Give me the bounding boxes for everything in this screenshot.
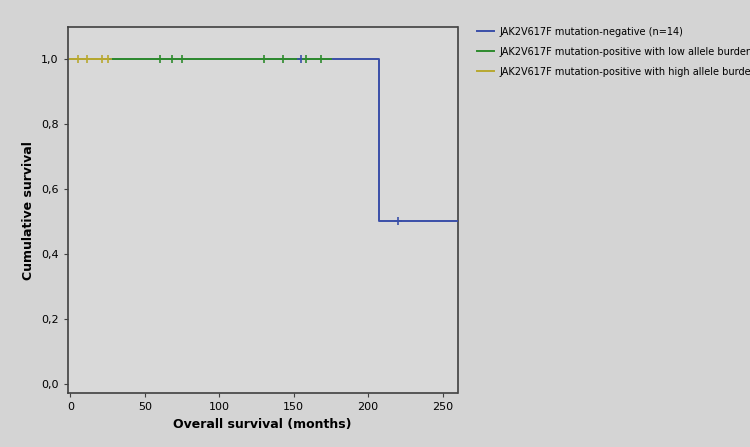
Y-axis label: Cumulative survival: Cumulative survival <box>22 141 35 279</box>
X-axis label: Overall survival (months): Overall survival (months) <box>173 418 352 431</box>
Legend: JAK2V617F mutation-negative (n=14), JAK2V617F mutation-positive with low allele : JAK2V617F mutation-negative (n=14), JAK2… <box>474 24 750 80</box>
